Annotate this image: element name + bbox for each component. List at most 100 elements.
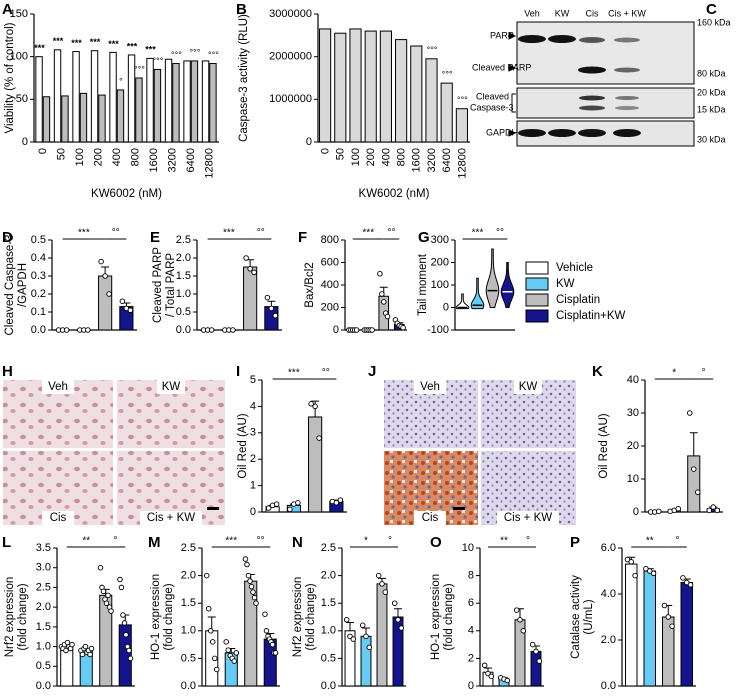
- panel-label: M: [148, 534, 161, 551]
- data-point: [117, 576, 123, 583]
- x-tick-label: 12800: [204, 148, 216, 179]
- y-axis-label: HO-1 expression: [150, 574, 162, 660]
- data-point: [119, 298, 126, 304]
- arrows: [508, 32, 517, 137]
- scale-bar: [453, 507, 465, 510]
- bar: [349, 28, 362, 143]
- panel-label: J: [368, 363, 376, 380]
- data-point: [687, 582, 694, 588]
- data-point: [243, 255, 249, 261]
- data-point: [513, 607, 520, 613]
- legend-label: Cisplatin: [556, 294, 600, 306]
- y-tick-label: 4: [468, 625, 474, 637]
- significance-label: ***: [127, 41, 138, 51]
- data-point: [680, 575, 686, 581]
- data-point: [363, 633, 369, 640]
- panel-label: C: [706, 1, 717, 18]
- y-tick-label: 600: [321, 256, 339, 268]
- significance-label: °°°: [442, 69, 453, 79]
- data-point: [247, 578, 253, 584]
- y-tick-label: 200: [431, 256, 449, 268]
- y-axis-label: (fold change): [163, 583, 175, 650]
- data-point: [379, 291, 385, 297]
- significance-label: °°: [112, 228, 120, 239]
- data-point: [398, 625, 405, 631]
- y-tick-label: 4.0: [601, 588, 616, 600]
- data-point: [264, 294, 271, 301]
- data-point: [369, 327, 375, 333]
- data-point: [223, 639, 229, 645]
- bar: [209, 62, 217, 143]
- y-tick-label: 3.0: [36, 562, 51, 574]
- bar: [680, 582, 693, 687]
- bar: [687, 455, 701, 513]
- data-point: [379, 581, 385, 587]
- data-point: [108, 608, 114, 614]
- x-axis-label: KW6002 (nM): [91, 188, 162, 200]
- y-tick-label: 2.0: [181, 570, 196, 582]
- bar: [319, 28, 332, 143]
- y-tick-label: 10: [462, 542, 474, 554]
- data-point: [647, 568, 653, 574]
- data-point: [695, 489, 701, 495]
- y-tick-label: 4: [250, 400, 256, 412]
- data-point: [312, 403, 318, 410]
- violin: [485, 248, 500, 308]
- significance-label: ***: [53, 36, 64, 46]
- x-tick-label: 50: [335, 148, 347, 160]
- data-point: [97, 564, 104, 571]
- x-tick-label: 1600: [411, 148, 423, 172]
- y-tick-label: 0.5: [31, 234, 46, 246]
- micrograph-j: J Veh KW Cis Cis + KW: [368, 363, 576, 525]
- y-axis-label: Caspase-3 activity (RLU): [238, 14, 250, 142]
- y-tick-label: 3: [250, 427, 256, 439]
- panel-label: A: [2, 1, 13, 18]
- y-axis-label: Bax/Bcl2: [304, 262, 316, 307]
- y-tick-label: 0.0: [181, 680, 196, 692]
- panel-label: L: [2, 534, 11, 551]
- bar: [201, 60, 210, 143]
- y-tick-label: 150: [10, 8, 28, 20]
- marker-label: 20 kDa: [697, 87, 726, 97]
- y-tick-label: 0: [333, 324, 339, 336]
- y-tick-label: 0: [22, 136, 28, 148]
- error-bar: [689, 432, 698, 456]
- bar: [127, 54, 136, 143]
- significance-label: ***: [362, 228, 374, 239]
- y-axis-label: (fold change): [443, 583, 455, 650]
- y-tick-label: 300: [431, 234, 449, 246]
- bar: [98, 94, 106, 143]
- data-point: [395, 617, 401, 623]
- data-point: [212, 655, 218, 662]
- data-point: [706, 507, 713, 514]
- y-tick-label: 0.0: [176, 324, 191, 336]
- blot-strip: [516, 21, 695, 85]
- y-tick-label: 2.5: [36, 581, 51, 593]
- data-point: [121, 620, 128, 626]
- data-point: [250, 589, 256, 595]
- significance-label: ***: [145, 45, 156, 55]
- band-label: Cleaved PARP: [472, 62, 531, 72]
- data-point: [88, 645, 95, 652]
- significance-label: °°°: [190, 47, 201, 57]
- bar: [334, 32, 347, 143]
- y-tick-label: 1.0: [176, 288, 191, 300]
- y-tick-label: 0.5: [181, 652, 196, 664]
- lane-label: KW: [555, 8, 570, 18]
- y-tick-label: 1.5: [176, 270, 191, 282]
- y-tick-label: 1.5: [321, 597, 336, 609]
- data-point: [366, 644, 373, 651]
- significance-label: °°: [322, 368, 330, 379]
- y-tick-label: 6: [468, 597, 474, 609]
- data-point: [669, 623, 675, 629]
- data-point: [687, 410, 693, 416]
- data-point: [208, 327, 215, 333]
- data-point: [251, 594, 258, 601]
- y-tick-label: 0: [443, 301, 449, 313]
- error-bar: [246, 259, 255, 267]
- data-point: [316, 435, 322, 441]
- data-point: [225, 647, 231, 653]
- legend-swatch: [525, 277, 549, 291]
- data-point: [295, 500, 301, 506]
- x-tick-label: 12800: [456, 148, 468, 179]
